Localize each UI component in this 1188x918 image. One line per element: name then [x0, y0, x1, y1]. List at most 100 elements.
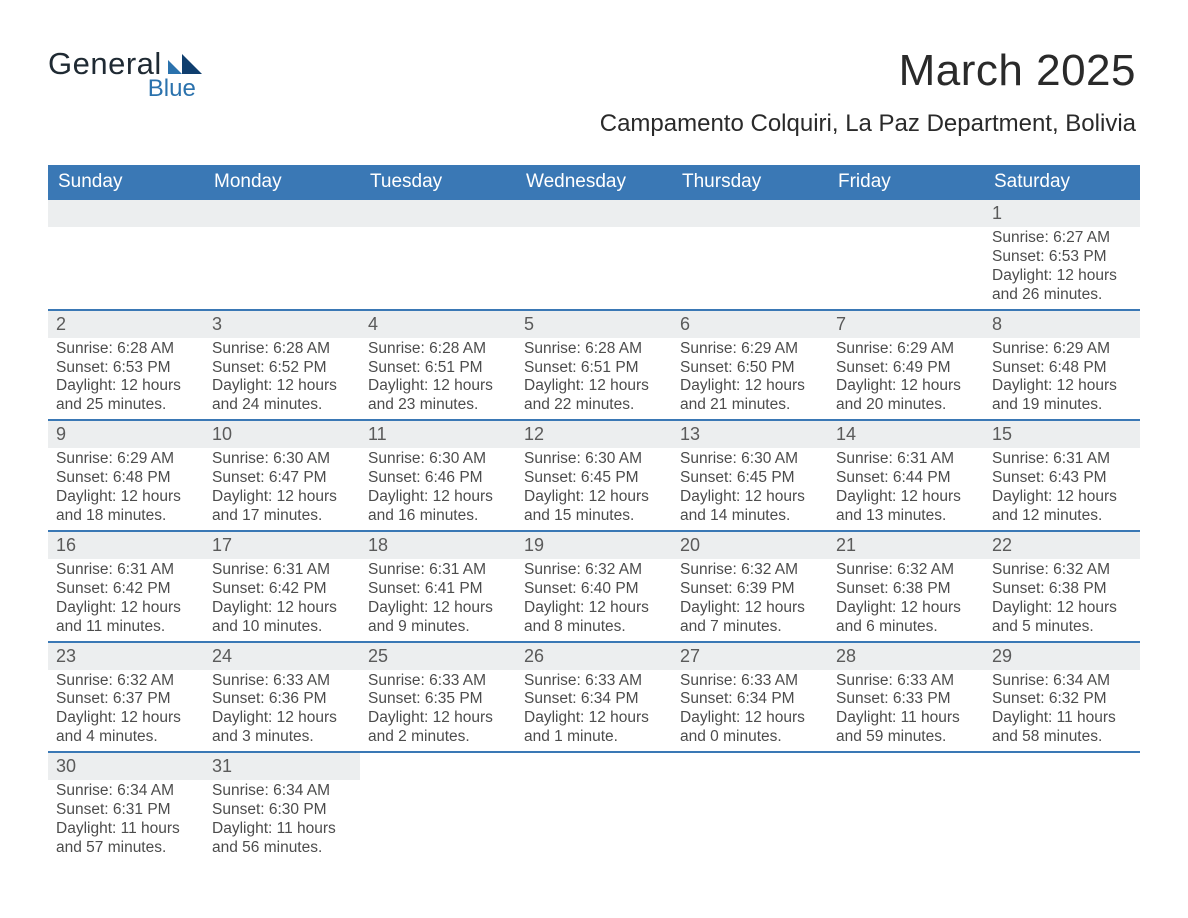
sunset-line: Sunset: 6:40 PM: [524, 580, 668, 599]
calendar-cell: 29Sunrise: 6:34 AMSunset: 6:32 PMDayligh…: [984, 643, 1140, 752]
daylight-line: Daylight: 12 hours and 17 minutes.: [212, 488, 356, 526]
sunrise-line: Sunrise: 6:30 AM: [368, 450, 512, 469]
calendar-cell: 3Sunrise: 6:28 AMSunset: 6:52 PMDaylight…: [204, 311, 360, 420]
day-details: Sunrise: 6:29 AMSunset: 6:50 PMDaylight:…: [672, 338, 828, 420]
sunrise-line: Sunrise: 6:29 AM: [56, 450, 200, 469]
daylight-line: Daylight: 12 hours and 10 minutes.: [212, 599, 356, 637]
sunrise-line: Sunrise: 6:33 AM: [524, 672, 668, 691]
sunrise-line: Sunrise: 6:33 AM: [680, 672, 824, 691]
day-details: Sunrise: 6:29 AMSunset: 6:48 PMDaylight:…: [984, 338, 1140, 420]
sunrise-line: Sunrise: 6:29 AM: [680, 340, 824, 359]
day-details: Sunrise: 6:32 AMSunset: 6:40 PMDaylight:…: [516, 559, 672, 641]
day-details: Sunrise: 6:30 AMSunset: 6:47 PMDaylight:…: [204, 448, 360, 530]
sunset-line: Sunset: 6:34 PM: [524, 690, 668, 709]
day-number: 20: [672, 532, 828, 559]
sunset-line: Sunset: 6:46 PM: [368, 469, 512, 488]
sunrise-line: Sunrise: 6:31 AM: [992, 450, 1136, 469]
page-subtitle: Campamento Colquiri, La Paz Department, …: [600, 110, 1136, 138]
day-details: Sunrise: 6:29 AMSunset: 6:49 PMDaylight:…: [828, 338, 984, 420]
daylight-line: Daylight: 12 hours and 23 minutes.: [368, 377, 512, 415]
day-number: 29: [984, 643, 1140, 670]
sunset-line: Sunset: 6:43 PM: [992, 469, 1136, 488]
day-number: 7: [828, 311, 984, 338]
day-details: [204, 227, 360, 233]
day-number: 6: [672, 311, 828, 338]
daylight-line: Daylight: 12 hours and 2 minutes.: [368, 709, 512, 747]
calendar-cell: 20Sunrise: 6:32 AMSunset: 6:39 PMDayligh…: [672, 532, 828, 641]
daylight-line: Daylight: 12 hours and 14 minutes.: [680, 488, 824, 526]
calendar-cell: 1Sunrise: 6:27 AMSunset: 6:53 PMDaylight…: [984, 200, 1140, 309]
sunset-line: Sunset: 6:49 PM: [836, 359, 980, 378]
calendar-cell: 11Sunrise: 6:30 AMSunset: 6:46 PMDayligh…: [360, 421, 516, 530]
dow-friday: Friday: [828, 165, 984, 200]
sunset-line: Sunset: 6:38 PM: [992, 580, 1136, 599]
daylight-line: Daylight: 11 hours and 57 minutes.: [56, 820, 200, 858]
day-number: 5: [516, 311, 672, 338]
daylight-line: Daylight: 12 hours and 1 minute.: [524, 709, 668, 747]
day-details: Sunrise: 6:31 AMSunset: 6:43 PMDaylight:…: [984, 448, 1140, 530]
sunrise-line: Sunrise: 6:33 AM: [836, 672, 980, 691]
day-details: Sunrise: 6:28 AMSunset: 6:53 PMDaylight:…: [48, 338, 204, 420]
calendar-weeks: 1Sunrise: 6:27 AMSunset: 6:53 PMDaylight…: [48, 200, 1140, 862]
calendar-cell: 12Sunrise: 6:30 AMSunset: 6:45 PMDayligh…: [516, 421, 672, 530]
day-details: [828, 753, 984, 759]
sunset-line: Sunset: 6:51 PM: [524, 359, 668, 378]
sunrise-line: Sunrise: 6:33 AM: [212, 672, 356, 691]
day-details: Sunrise: 6:32 AMSunset: 6:37 PMDaylight:…: [48, 670, 204, 752]
sunset-line: Sunset: 6:47 PM: [212, 469, 356, 488]
daylight-line: Daylight: 12 hours and 19 minutes.: [992, 377, 1136, 415]
day-details: [360, 227, 516, 233]
day-details: Sunrise: 6:32 AMSunset: 6:39 PMDaylight:…: [672, 559, 828, 641]
day-number: 13: [672, 421, 828, 448]
day-details: Sunrise: 6:34 AMSunset: 6:32 PMDaylight:…: [984, 670, 1140, 752]
calendar-cell: 17Sunrise: 6:31 AMSunset: 6:42 PMDayligh…: [204, 532, 360, 641]
day-number: [828, 200, 984, 227]
calendar-cell: 31Sunrise: 6:34 AMSunset: 6:30 PMDayligh…: [204, 753, 360, 862]
day-details: [516, 227, 672, 233]
daylight-line: Daylight: 12 hours and 7 minutes.: [680, 599, 824, 637]
dow-thursday: Thursday: [672, 165, 828, 200]
day-number: 15: [984, 421, 1140, 448]
day-details: Sunrise: 6:29 AMSunset: 6:48 PMDaylight:…: [48, 448, 204, 530]
daylight-line: Daylight: 12 hours and 8 minutes.: [524, 599, 668, 637]
daylight-line: Daylight: 12 hours and 3 minutes.: [212, 709, 356, 747]
calendar-cell: [516, 200, 672, 309]
day-details: Sunrise: 6:32 AMSunset: 6:38 PMDaylight:…: [984, 559, 1140, 641]
day-number: 23: [48, 643, 204, 670]
day-number: 9: [48, 421, 204, 448]
calendar-cell: 21Sunrise: 6:32 AMSunset: 6:38 PMDayligh…: [828, 532, 984, 641]
day-number: 28: [828, 643, 984, 670]
daylight-line: Daylight: 12 hours and 11 minutes.: [56, 599, 200, 637]
day-number: 26: [516, 643, 672, 670]
day-number: 14: [828, 421, 984, 448]
day-details: [984, 753, 1140, 759]
calendar-cell: 19Sunrise: 6:32 AMSunset: 6:40 PMDayligh…: [516, 532, 672, 641]
daylight-line: Daylight: 12 hours and 20 minutes.: [836, 377, 980, 415]
sunrise-line: Sunrise: 6:28 AM: [368, 340, 512, 359]
day-number: 11: [360, 421, 516, 448]
calendar-cell: [516, 753, 672, 862]
calendar-cell: 27Sunrise: 6:33 AMSunset: 6:34 PMDayligh…: [672, 643, 828, 752]
sunset-line: Sunset: 6:42 PM: [56, 580, 200, 599]
daylight-line: Daylight: 12 hours and 4 minutes.: [56, 709, 200, 747]
sunrise-line: Sunrise: 6:30 AM: [524, 450, 668, 469]
daylight-line: Daylight: 12 hours and 13 minutes.: [836, 488, 980, 526]
day-details: Sunrise: 6:28 AMSunset: 6:52 PMDaylight:…: [204, 338, 360, 420]
calendar-cell: 7Sunrise: 6:29 AMSunset: 6:49 PMDaylight…: [828, 311, 984, 420]
page-title: March 2025: [600, 46, 1136, 96]
day-number: 3: [204, 311, 360, 338]
day-number: 12: [516, 421, 672, 448]
calendar-cell: 22Sunrise: 6:32 AMSunset: 6:38 PMDayligh…: [984, 532, 1140, 641]
day-details: Sunrise: 6:33 AMSunset: 6:33 PMDaylight:…: [828, 670, 984, 752]
day-details: Sunrise: 6:33 AMSunset: 6:34 PMDaylight:…: [672, 670, 828, 752]
day-details: [516, 753, 672, 759]
sunrise-line: Sunrise: 6:32 AM: [680, 561, 824, 580]
daylight-line: Daylight: 12 hours and 12 minutes.: [992, 488, 1136, 526]
calendar-cell: [360, 753, 516, 862]
day-number: 8: [984, 311, 1140, 338]
daylight-line: Daylight: 12 hours and 0 minutes.: [680, 709, 824, 747]
day-of-week-header: Sunday Monday Tuesday Wednesday Thursday…: [48, 165, 1140, 200]
sunrise-line: Sunrise: 6:31 AM: [836, 450, 980, 469]
calendar-cell: [672, 200, 828, 309]
sunrise-line: Sunrise: 6:28 AM: [56, 340, 200, 359]
